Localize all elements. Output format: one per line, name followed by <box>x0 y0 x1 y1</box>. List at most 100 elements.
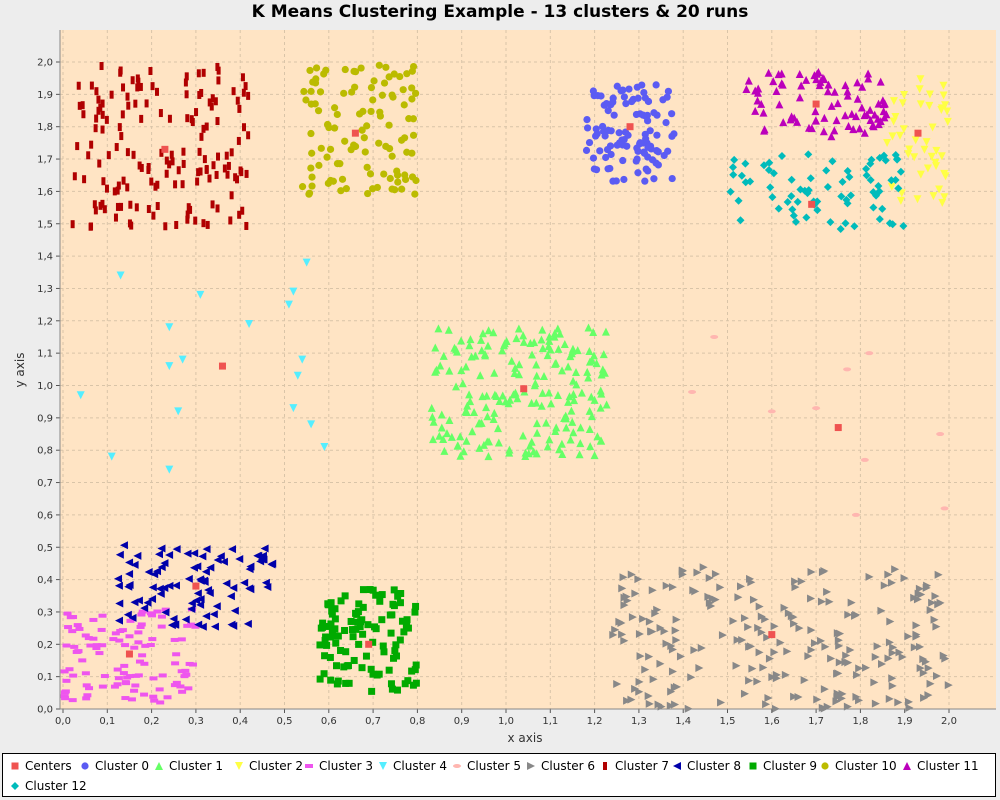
cluster-12-point <box>788 205 797 214</box>
cluster-12-point <box>787 192 796 201</box>
cluster-10-point <box>396 72 404 81</box>
cluster-3-point <box>83 693 92 698</box>
cluster-10-point <box>390 70 398 78</box>
legend-marker <box>81 762 89 770</box>
cluster-4-point <box>289 404 298 413</box>
cluster-9-point <box>411 666 419 674</box>
cluster-6-point <box>865 572 874 581</box>
cluster-10-point <box>394 178 402 186</box>
cluster-0-point <box>607 150 615 159</box>
cluster-11-point <box>853 78 862 87</box>
cluster-0-point <box>602 153 610 162</box>
cluster-9-point <box>342 679 350 687</box>
cluster-0-point <box>663 93 671 101</box>
cluster-3-point <box>148 613 157 618</box>
cluster-7-point <box>195 177 200 186</box>
cluster-1-point <box>569 390 578 399</box>
series-cluster-9 <box>316 586 420 695</box>
cluster-3-point <box>172 652 181 657</box>
cluster-1-point <box>532 419 541 428</box>
cluster-10-point <box>341 65 349 74</box>
cluster-7-point <box>215 204 220 213</box>
cluster-7-point <box>93 206 98 215</box>
cluster-6-point <box>853 670 862 679</box>
cluster-7-point <box>94 87 99 96</box>
cluster-7-point <box>139 114 144 123</box>
cluster-8-point <box>196 600 205 609</box>
cluster-8-point <box>165 581 174 590</box>
cluster-7-point <box>194 108 199 117</box>
cluster-0-point <box>620 93 628 101</box>
series-cluster-5 <box>688 334 949 517</box>
cluster-8-point <box>229 583 238 592</box>
cluster-2-point <box>887 182 896 191</box>
cluster-0-point <box>603 145 612 154</box>
cluster-3-point <box>81 671 90 676</box>
y-tick-label: 0,7 <box>37 478 53 489</box>
cluster-10-point <box>320 70 328 78</box>
legend-label: Cluster 2 <box>249 759 304 773</box>
cluster-6-point <box>926 679 935 688</box>
cluster-9-point <box>342 648 350 656</box>
cluster-1-point <box>478 392 487 401</box>
cluster-11-point <box>849 125 858 134</box>
cluster-1-point <box>593 432 602 441</box>
cluster-3-point <box>134 630 143 635</box>
cluster-1-point <box>477 335 486 344</box>
legend-label: Cluster 3 <box>319 759 374 773</box>
cluster-11-point <box>759 108 768 117</box>
cluster-11-point <box>753 96 762 105</box>
cluster-10-point <box>363 122 371 130</box>
legend-item-centers: Centers <box>9 758 72 774</box>
cluster-8-point <box>210 622 219 631</box>
cluster-7-point <box>229 191 234 200</box>
cluster-7-point <box>243 82 248 91</box>
cluster-12-point <box>869 188 878 197</box>
scatter-plot[interactable]: 0,0 0,1 0,2 0,3 0,4 0,5 0,6 0,7 0,8 0,9 1,0 1,1 1,2 1… <box>0 0 1000 752</box>
cluster-6-point <box>772 674 781 683</box>
cluster-8-point <box>128 613 137 622</box>
cluster-11-point <box>853 94 862 103</box>
cluster-3-point <box>65 667 74 672</box>
legend-marker <box>379 762 387 770</box>
cluster-10-point <box>326 145 335 153</box>
cluster-7-point <box>96 106 101 115</box>
cluster-10-point <box>398 185 406 193</box>
x-tick-label: 1,2 <box>587 716 603 727</box>
cluster-8-point <box>183 549 192 558</box>
cluster-10-point <box>380 79 389 87</box>
cluster-6-point <box>733 635 742 644</box>
cluster-9-point <box>364 621 372 629</box>
cluster-0-point <box>632 110 641 119</box>
legend-label: Cluster 10 <box>835 759 897 773</box>
cluster-6-point <box>886 617 895 626</box>
cluster-8-point <box>155 550 164 559</box>
cluster-6-point <box>676 652 685 661</box>
cluster-7-point <box>131 150 136 159</box>
cluster-9-point <box>320 670 328 678</box>
cluster-6-point <box>807 568 816 577</box>
cluster-8-point <box>148 594 157 603</box>
cluster-9-point <box>323 641 331 649</box>
cluster-8-point <box>193 562 202 571</box>
cluster-6-point <box>912 630 921 639</box>
legend-label: Cluster 12 <box>25 779 87 793</box>
cluster-7-point <box>144 99 149 108</box>
y-tick-label: 0,6 <box>37 510 53 521</box>
cluster-1-point <box>504 399 513 408</box>
cluster-11-point <box>843 87 852 96</box>
cluster-1-point <box>510 368 519 377</box>
cluster-6-point <box>748 664 757 673</box>
series-cluster-0 <box>582 81 678 185</box>
cluster-6-point <box>855 664 864 673</box>
cluster-7-point <box>135 83 140 92</box>
cluster-1-point <box>532 398 541 407</box>
cluster-3-point <box>137 622 146 627</box>
cluster-3-point <box>170 683 179 688</box>
cluster-7-point <box>185 215 190 224</box>
cluster-9-point <box>332 639 340 647</box>
cluster-12-point <box>843 199 852 208</box>
cluster-6-point <box>905 703 914 712</box>
cluster-2-point <box>943 117 952 126</box>
cluster-11-point <box>764 68 773 77</box>
